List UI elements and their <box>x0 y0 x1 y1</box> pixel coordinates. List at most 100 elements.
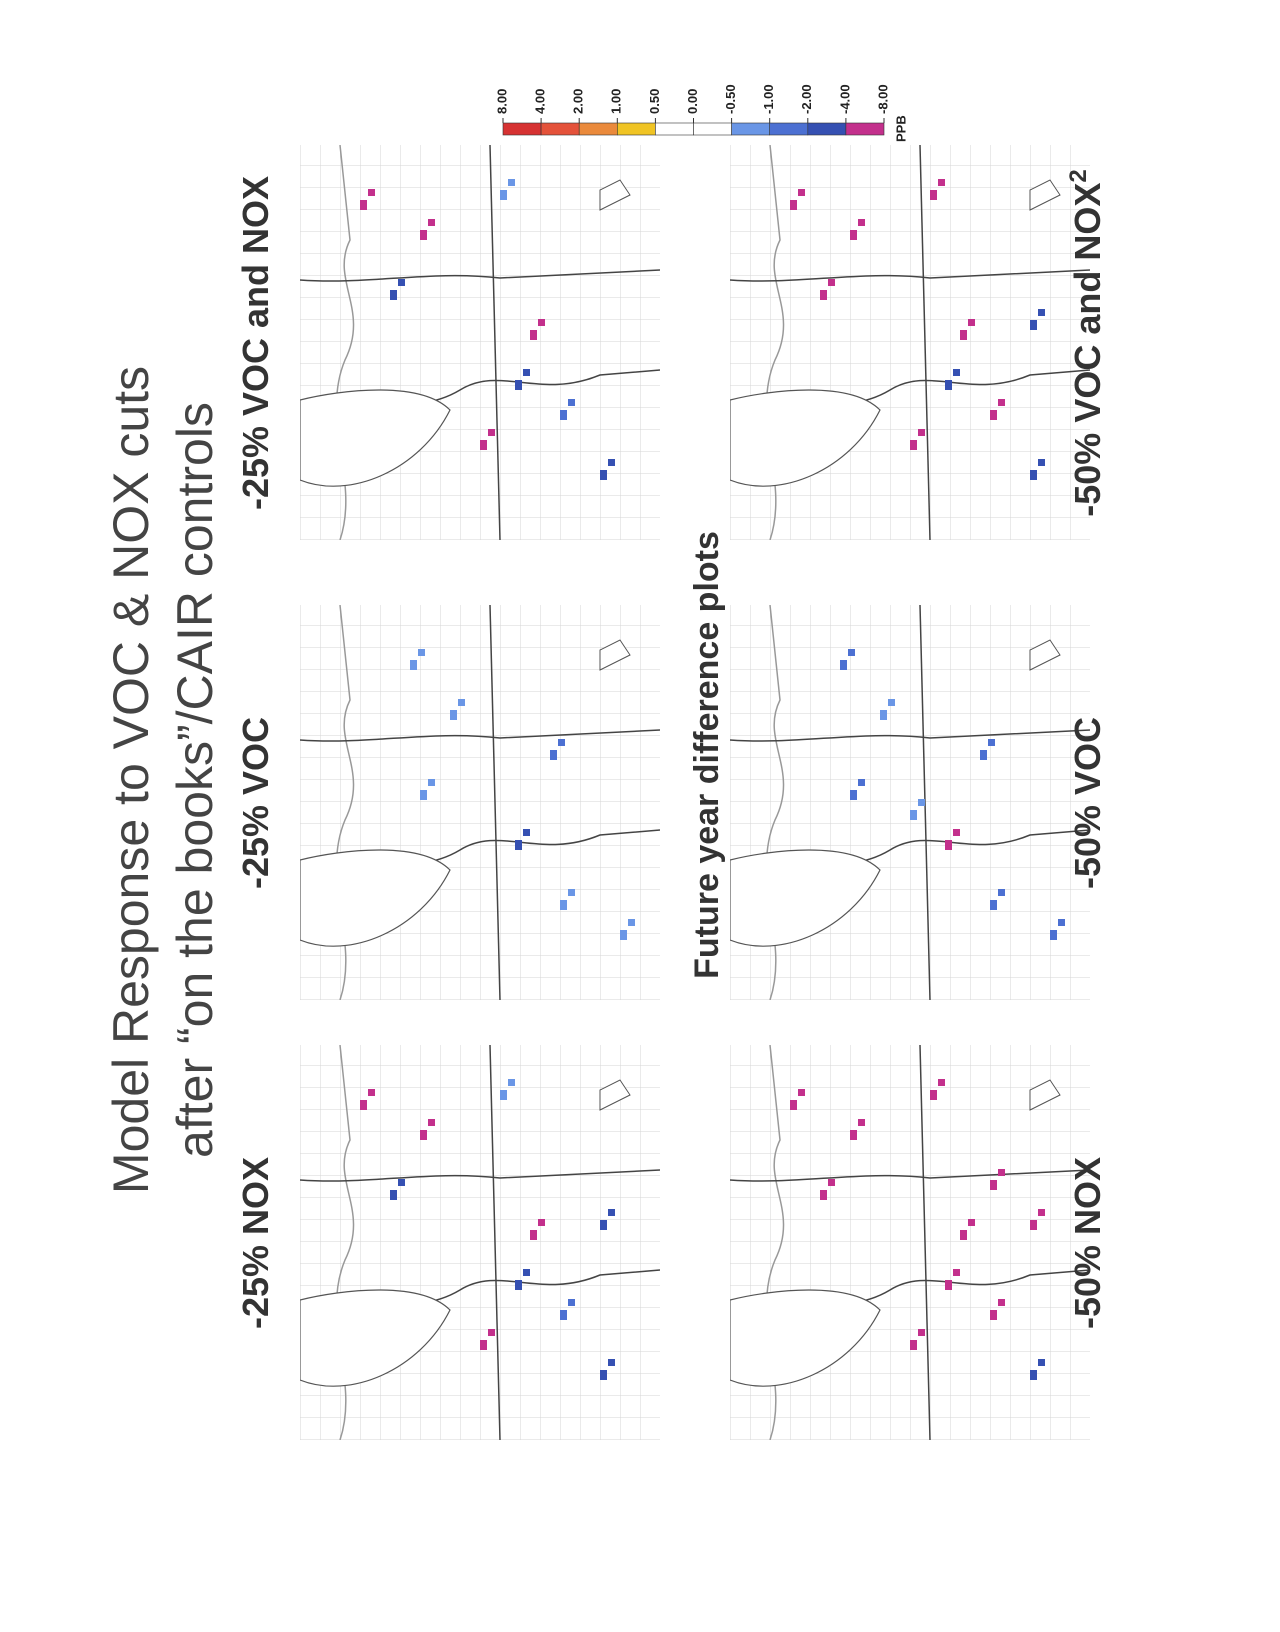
cell <box>968 319 975 326</box>
cell <box>515 840 522 850</box>
panel-label: -50% VOC and NOX2 <box>1065 169 1108 516</box>
cell <box>1038 1209 1045 1216</box>
cell <box>840 660 847 670</box>
footnote-mark: 2 <box>1065 169 1092 182</box>
cell <box>998 399 1005 406</box>
cell <box>930 1090 937 1100</box>
colorbar-segment <box>502 122 542 136</box>
colorbar-label: 1.00 <box>609 89 624 114</box>
cell <box>608 1209 615 1216</box>
panel-label-text: -25% NOX <box>235 1157 276 1329</box>
cell <box>500 1090 507 1100</box>
cell <box>410 660 417 670</box>
colorbar-label: -2.00 <box>799 84 814 114</box>
map-panel <box>300 1045 660 1440</box>
map <box>300 605 660 1000</box>
cell <box>398 279 405 286</box>
cell <box>508 1079 515 1086</box>
cell <box>880 710 887 720</box>
cell <box>600 1370 607 1380</box>
cell <box>1038 1359 1045 1366</box>
cell <box>450 710 457 720</box>
cell <box>420 790 427 800</box>
cell <box>523 1269 530 1276</box>
cell <box>560 1310 567 1320</box>
panel-label: -50% VOC <box>1067 717 1108 889</box>
cell <box>945 380 952 390</box>
cell <box>420 1130 427 1140</box>
cell <box>560 410 567 420</box>
cell <box>390 290 397 300</box>
panel-label-text: -50% NOX <box>1067 1157 1108 1329</box>
cell <box>918 1329 925 1336</box>
cell <box>515 1280 522 1290</box>
cell <box>918 799 925 806</box>
subtitle: Future year difference plots <box>688 531 726 979</box>
cell <box>1038 309 1045 316</box>
colorbar-segment <box>616 122 656 136</box>
cell <box>998 1299 1005 1306</box>
cell <box>360 200 367 210</box>
cell <box>515 380 522 390</box>
cell <box>938 179 945 186</box>
cell <box>953 829 960 836</box>
colorbar-label: 0.50 <box>647 89 662 114</box>
cell <box>790 200 797 210</box>
cell <box>530 330 537 340</box>
rotated-slide: Model Response to VOC & NOX cuts after “… <box>103 84 1108 1440</box>
map <box>300 1045 660 1440</box>
cell <box>910 810 917 820</box>
colorbar-segment <box>731 122 770 136</box>
colorbar-label: 2.00 <box>571 89 586 114</box>
cell <box>480 1340 487 1350</box>
cell <box>458 699 465 706</box>
cell <box>420 230 427 240</box>
cell <box>990 1180 997 1190</box>
map <box>730 1045 1090 1440</box>
colorbar-segment <box>693 122 732 136</box>
cell <box>620 930 627 940</box>
colorbar-segment <box>769 122 809 136</box>
cell <box>918 429 925 436</box>
cell <box>360 1100 367 1110</box>
colorbar: 8.00 4.00 2.00 1.00 0.50 0.00 -0.50 -1.00 -2.00 -… <box>494 84 908 142</box>
cell <box>858 1119 865 1126</box>
cell <box>998 1169 1005 1176</box>
cell <box>850 1130 857 1140</box>
map <box>730 605 1090 1000</box>
colorbar-segment <box>807 122 847 136</box>
cell <box>953 1269 960 1276</box>
panel-label: -50% NOX <box>1067 1157 1108 1329</box>
cell <box>368 189 375 196</box>
cell <box>608 459 615 466</box>
cell <box>508 179 515 186</box>
cell <box>938 1079 945 1086</box>
cell <box>568 889 575 896</box>
cell <box>558 739 565 746</box>
cell <box>390 1190 397 1200</box>
map-panel <box>730 145 1090 540</box>
cell <box>858 779 865 786</box>
panel-label: -25% VOC and NOX <box>235 176 276 510</box>
cell <box>1058 919 1065 926</box>
cell <box>600 1220 607 1230</box>
cell <box>568 399 575 406</box>
cell <box>848 649 855 656</box>
cell <box>428 219 435 226</box>
cell <box>990 410 997 420</box>
colorbar-label: 4.00 <box>533 89 548 114</box>
cell <box>600 470 607 480</box>
cell <box>960 1230 967 1240</box>
colorbar-label: -0.50 <box>723 84 738 114</box>
cell <box>858 219 865 226</box>
cell <box>930 190 937 200</box>
cell <box>428 1119 435 1126</box>
cell <box>828 1179 835 1186</box>
cell <box>798 1089 805 1096</box>
cell <box>550 750 557 760</box>
cell <box>820 290 827 300</box>
colorbar-unit: PPB <box>893 115 908 142</box>
panel-label-text: -50% VOC and NOX <box>1067 183 1108 517</box>
cell <box>500 190 507 200</box>
cell <box>530 1230 537 1240</box>
